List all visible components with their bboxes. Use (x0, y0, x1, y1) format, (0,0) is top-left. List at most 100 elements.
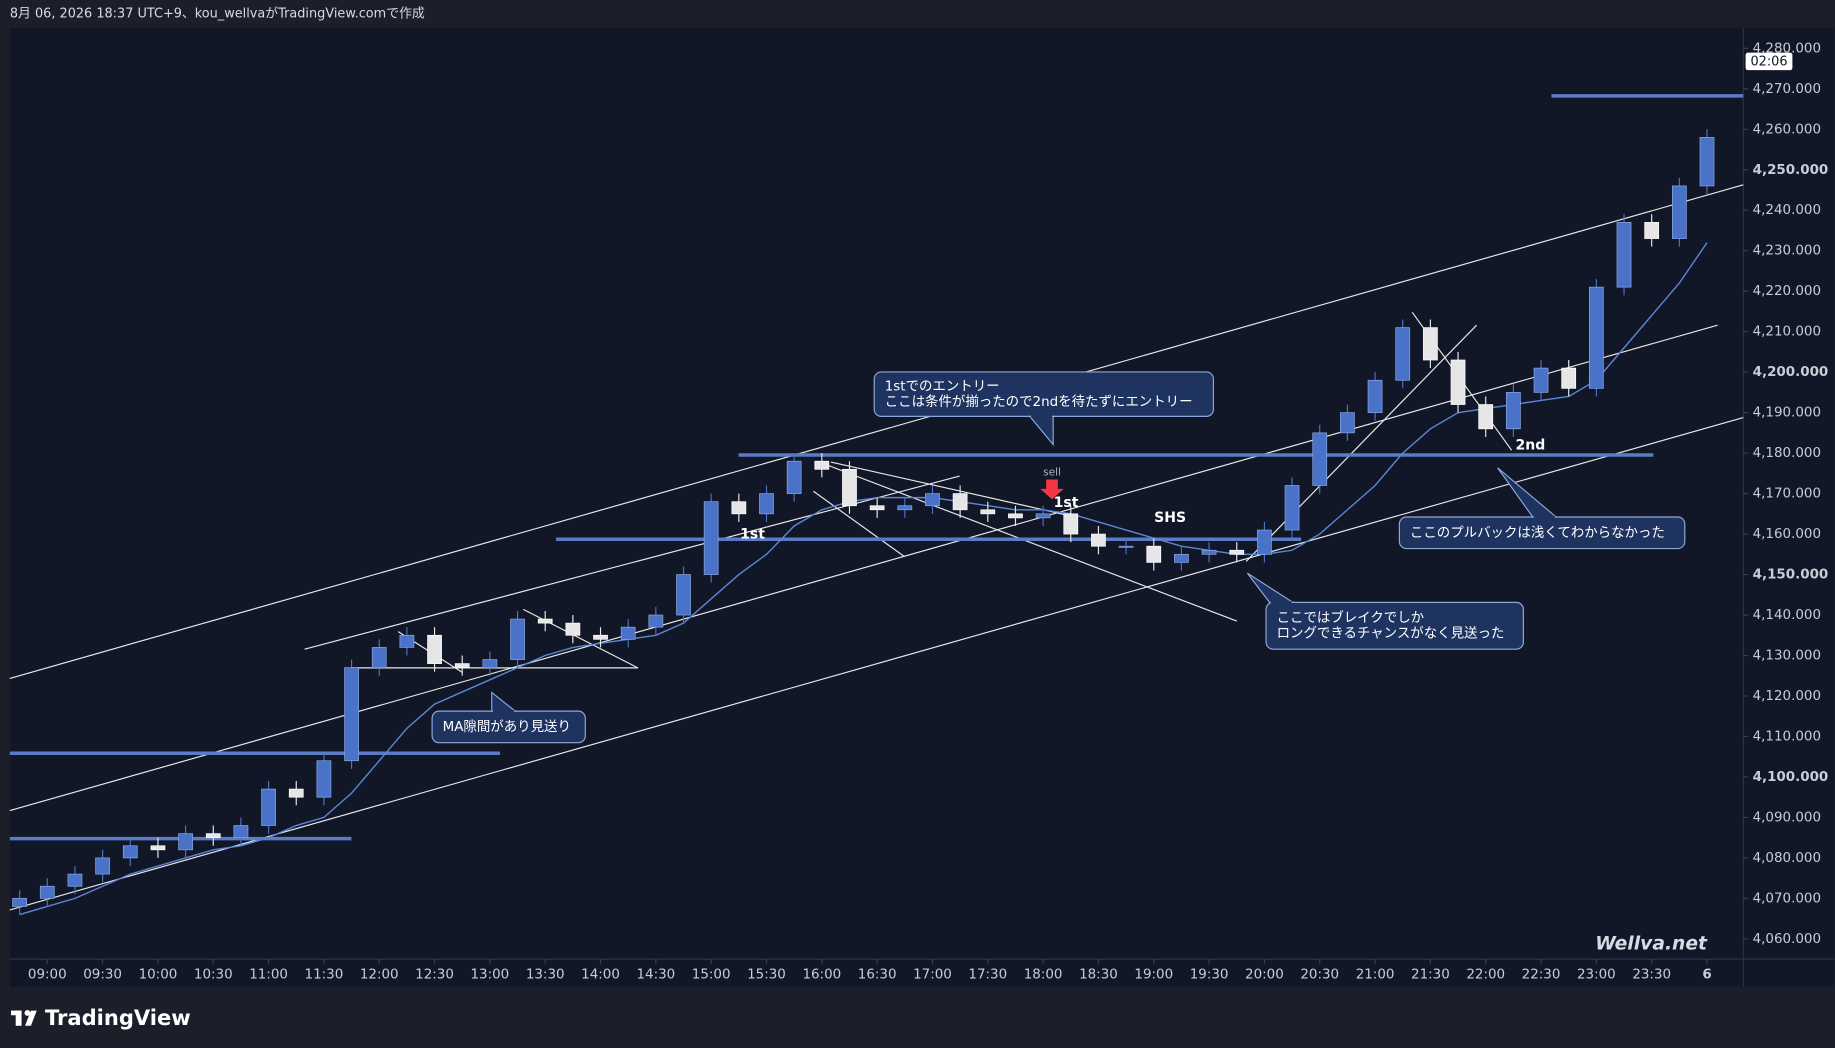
candle-body (593, 634, 608, 640)
y-tick-label: 4,160.000 (1753, 527, 1821, 542)
candle-body (1312, 432, 1328, 486)
x-tick-label: 20:30 (1300, 967, 1339, 982)
y-tick-label: 4,150.000 (1753, 568, 1829, 583)
plot: 4,060.000 4,070.000 4,080.000 4,090.000 4,10… (12, 41, 1829, 982)
x-tick-label: 09:00 (28, 967, 67, 982)
candle-body (1284, 485, 1300, 531)
candle-body (1644, 222, 1660, 239)
time-axis (9, 959, 1835, 988)
candle-body (288, 788, 304, 798)
trend-line (9, 184, 1744, 679)
x-tick-label: 18:30 (1079, 967, 1118, 982)
callout: MA隙間があり見送り (431, 691, 586, 744)
candle-body (842, 468, 857, 507)
candle-body (1395, 327, 1411, 381)
candle-body (1201, 549, 1217, 555)
callout-text: MA隙間があり見送り (443, 719, 571, 735)
x-tick-label: 22:00 (1466, 967, 1505, 982)
trend-line (819, 461, 1238, 622)
y-tick-label: 4,080.000 (1753, 851, 1821, 866)
y-tick-label: 4,210.000 (1753, 325, 1821, 340)
candle-body (869, 505, 885, 511)
x-tick-label: 20:00 (1245, 967, 1284, 982)
x-tick-label: 13:30 (526, 967, 565, 982)
y-tick-label: 4,140.000 (1753, 608, 1821, 623)
candle-body (952, 493, 968, 511)
candle-body (1340, 412, 1355, 434)
candle-body (205, 833, 221, 839)
y-tick-label: 4,270.000 (1753, 82, 1821, 97)
y-tick-label: 4,070.000 (1753, 891, 1821, 906)
x-tick-label: 19:30 (1190, 967, 1229, 982)
point-label: SHS (1154, 510, 1186, 526)
candle-body (122, 845, 138, 859)
point-label: 2nd (1516, 438, 1546, 454)
candle-body (1671, 185, 1687, 239)
candle-body (703, 501, 719, 575)
y-tick-label: 4,220.000 (1753, 284, 1821, 299)
candle-body (786, 460, 802, 494)
candle-body (1091, 533, 1106, 547)
y-tick-label: 4,250.000 (1753, 163, 1829, 178)
watermark: Wellva.net (1595, 933, 1708, 954)
candle-body (1146, 545, 1162, 563)
candle-body (178, 833, 193, 851)
x-tick-label: 23:00 (1577, 967, 1616, 982)
candle-body (1035, 513, 1051, 519)
x-tick-label: 10:00 (139, 967, 178, 982)
y-tick-label: 4,170.000 (1753, 487, 1821, 502)
y-tick-label: 4,130.000 (1753, 649, 1821, 664)
x-tick-label: 14:30 (636, 967, 675, 982)
y-tick-label: 4,230.000 (1753, 244, 1821, 259)
candle-body (1699, 137, 1715, 187)
x-tick-label: 15:30 (747, 967, 786, 982)
x-tick-label: 09:30 (83, 967, 122, 982)
callout-text: ここは条件が揃ったので2ndを待たずにエントリー (885, 393, 1193, 410)
candle-body (1533, 367, 1549, 393)
candle-body (344, 667, 359, 762)
x-tick-label: 19:00 (1134, 967, 1173, 982)
moving-average (19, 242, 1708, 916)
x-tick-label: 12:00 (360, 967, 399, 982)
point-label: 1st (740, 527, 765, 543)
y-tick-label: 4,200.000 (1753, 365, 1829, 380)
candle-body (759, 493, 774, 515)
candle-body (925, 493, 940, 507)
x-tick-label: 10:30 (194, 967, 233, 982)
candle-body (620, 626, 636, 640)
candle-body (399, 634, 415, 648)
header: 8月 06, 2026 18:37 UTC+9、kou_wellvaがTradi… (10, 7, 425, 22)
candle-body (897, 505, 913, 511)
candle-body (648, 614, 664, 628)
candle-body (1229, 549, 1245, 555)
candle-body (537, 618, 553, 624)
x-tick-label: 22:30 (1522, 967, 1561, 982)
x-tick-label: 21:00 (1356, 967, 1395, 982)
y-tick-label: 4,240.000 (1753, 203, 1821, 218)
candle-body (565, 622, 581, 636)
candle-body (316, 760, 332, 798)
y-tick-label: 4,100.000 (1753, 770, 1829, 785)
y-tick-label: 4,060.000 (1753, 932, 1821, 947)
candle-body (1257, 529, 1272, 555)
callout-text: ロングできるチャンスがなく見送った (1277, 625, 1505, 641)
brand-logo (11, 1009, 37, 1026)
candle-body (1478, 404, 1494, 430)
trend-line (1245, 324, 1478, 562)
candle-body (676, 574, 691, 616)
candle-body (233, 825, 249, 839)
candle-body (1063, 513, 1079, 535)
candle-body (731, 501, 747, 515)
candle-body (1008, 513, 1023, 519)
callout-text: 1stでのエントリー (885, 380, 1000, 395)
x-tick-label: 17:30 (968, 967, 1007, 982)
trend-line (830, 461, 1066, 516)
candle-body (814, 460, 830, 470)
x-tick-label: 18:00 (1024, 967, 1063, 982)
candle-body (1506, 392, 1521, 430)
trend-line (9, 324, 1718, 812)
x-tick-label: 16:30 (858, 967, 897, 982)
levels (9, 94, 1744, 841)
